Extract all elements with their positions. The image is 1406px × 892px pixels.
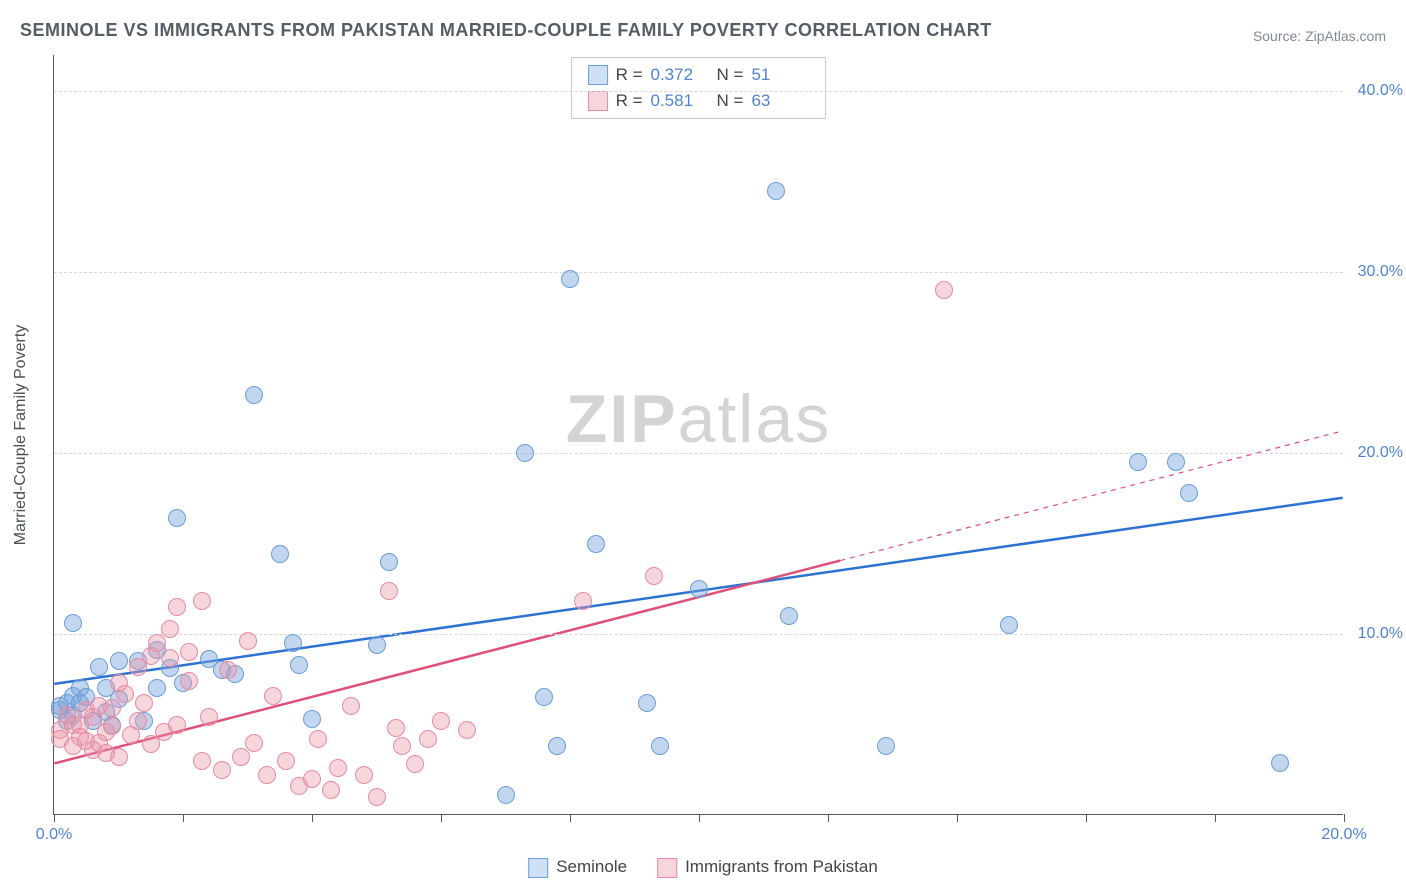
data-point [168, 509, 186, 527]
data-point [690, 580, 708, 598]
data-point [90, 658, 108, 676]
data-point [1167, 453, 1185, 471]
data-point [432, 712, 450, 730]
plot-area: ZIPatlas R =0.372N =51R =0.581N =63 10.0… [53, 55, 1343, 815]
data-point [780, 607, 798, 625]
legend-series-item: Seminole [528, 857, 627, 878]
data-point [161, 649, 179, 667]
grid-line [54, 91, 1343, 92]
legend-series-item: Immigrants from Pakistan [657, 857, 878, 878]
data-point [342, 697, 360, 715]
data-point [516, 444, 534, 462]
data-point [1000, 616, 1018, 634]
x-tick-mark [183, 814, 184, 822]
data-point [245, 734, 263, 752]
grid-line [54, 272, 1343, 273]
data-point [368, 788, 386, 806]
data-point [1180, 484, 1198, 502]
data-point [219, 661, 237, 679]
data-point [161, 620, 179, 638]
data-point [213, 761, 231, 779]
data-point [180, 643, 198, 661]
data-point [309, 730, 327, 748]
data-point [232, 748, 250, 766]
trend-lines [54, 55, 1343, 814]
data-point [419, 730, 437, 748]
x-tick-mark [957, 814, 958, 822]
data-point [135, 694, 153, 712]
y-tick-label: 10.0% [1349, 625, 1403, 643]
y-tick-label: 40.0% [1349, 82, 1403, 100]
data-point [935, 281, 953, 299]
data-point [148, 679, 166, 697]
data-point [193, 592, 211, 610]
data-point [767, 182, 785, 200]
data-point [535, 688, 553, 706]
data-point [322, 781, 340, 799]
data-point [64, 614, 82, 632]
watermark: ZIPatlas [566, 380, 831, 458]
data-point [116, 685, 134, 703]
data-point [110, 652, 128, 670]
data-point [271, 545, 289, 563]
data-point [638, 694, 656, 712]
data-point [168, 716, 186, 734]
x-tick-mark [1215, 814, 1216, 822]
y-tick-label: 30.0% [1349, 263, 1403, 281]
data-point [148, 634, 166, 652]
data-point [129, 712, 147, 730]
data-point [458, 721, 476, 739]
data-point [406, 755, 424, 773]
data-point [277, 752, 295, 770]
x-tick-mark [1086, 814, 1087, 822]
data-point [368, 636, 386, 654]
y-tick-label: 20.0% [1349, 444, 1403, 462]
legend-stat-row: R =0.372N =51 [588, 62, 810, 88]
source-label: Source: ZipAtlas.com [1253, 28, 1386, 44]
x-tick-mark [312, 814, 313, 822]
data-point [110, 748, 128, 766]
chart-title: SEMINOLE VS IMMIGRANTS FROM PAKISTAN MAR… [20, 20, 992, 41]
data-point [103, 717, 121, 735]
legend-series: Seminole Immigrants from Pakistan [528, 857, 878, 878]
data-point [393, 737, 411, 755]
data-point [1271, 754, 1289, 772]
x-tick-mark [828, 814, 829, 822]
data-point [303, 710, 321, 728]
data-point [587, 535, 605, 553]
data-point [645, 567, 663, 585]
data-point [387, 719, 405, 737]
x-tick-mark [441, 814, 442, 822]
data-point [180, 672, 198, 690]
grid-line [54, 453, 1343, 454]
data-point [1129, 453, 1147, 471]
data-point [877, 737, 895, 755]
data-point [548, 737, 566, 755]
data-point [168, 598, 186, 616]
data-point [380, 553, 398, 571]
data-point [258, 766, 276, 784]
data-point [380, 582, 398, 600]
data-point [239, 632, 257, 650]
data-point [290, 656, 308, 674]
y-axis-label: Married-Couple Family Poverty [12, 325, 30, 546]
x-tick-label: 0.0% [36, 826, 72, 844]
data-point [264, 687, 282, 705]
data-point [329, 759, 347, 777]
data-point [245, 386, 263, 404]
data-point [651, 737, 669, 755]
data-point [574, 592, 592, 610]
data-point [355, 766, 373, 784]
data-point [497, 786, 515, 804]
data-point [303, 770, 321, 788]
data-point [200, 708, 218, 726]
data-point [193, 752, 211, 770]
data-point [561, 270, 579, 288]
data-point [103, 699, 121, 717]
x-tick-mark [570, 814, 571, 822]
legend-stats: R =0.372N =51R =0.581N =63 [571, 57, 827, 119]
x-tick-label: 20.0% [1321, 826, 1366, 844]
data-point [284, 634, 302, 652]
x-tick-mark [699, 814, 700, 822]
